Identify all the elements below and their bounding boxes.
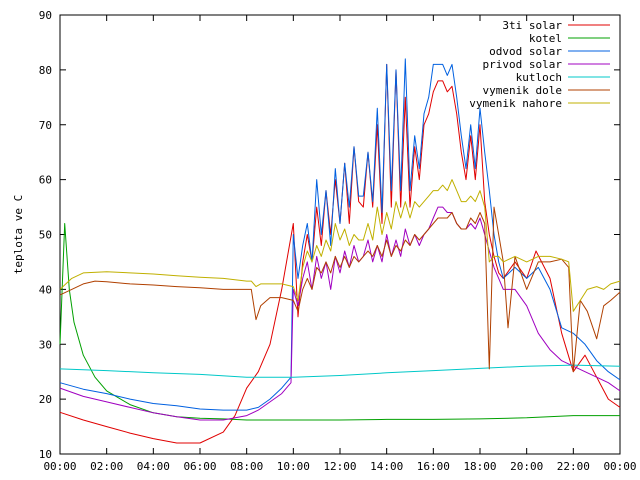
x-tick-label: 10:00 (277, 460, 310, 473)
x-tick-label: 22:00 (557, 460, 590, 473)
legend-label: odvod solar (489, 45, 562, 58)
axis-ticks: 10 20 30 40 50 60 70 80 90 00:00 02:00 04:00 06:00 08… (39, 9, 637, 473)
y-tick-label: 60 (39, 174, 52, 187)
y-axis-title: teplota ve C (12, 195, 25, 274)
legend-label: vymenik dole (483, 84, 562, 97)
x-tick-label: 12:00 (323, 460, 356, 473)
series-line-3 (59, 58, 621, 411)
series-line-5 (59, 364, 621, 378)
legend-label: kotel (529, 32, 562, 45)
x-tick-label: 06:00 (183, 460, 216, 473)
x-tick-label: 14:00 (370, 460, 403, 473)
y-tick-label: 80 (39, 64, 52, 77)
x-tick-label: 02:00 (90, 460, 123, 473)
y-tick-label: 10 (39, 448, 52, 461)
x-tick-label: 08:00 (230, 460, 263, 473)
series-line-2 (59, 223, 620, 421)
legend-label: vymenik nahore (469, 97, 562, 110)
y-tick-label: 30 (39, 338, 52, 351)
x-tick-label: 16:00 (417, 460, 450, 473)
y-tick-label: 70 (39, 119, 52, 132)
y-tick-label: 40 (39, 283, 52, 296)
series-lines (59, 58, 621, 444)
x-tick-label: 04:00 (137, 460, 170, 473)
series-line-1 (59, 63, 621, 444)
x-tick-label: 20:00 (510, 460, 543, 473)
y-tick-label: 50 (39, 229, 52, 242)
y-tick-label: 20 (39, 393, 52, 406)
legend-label: kutloch (516, 71, 562, 84)
y-tick-label: 90 (39, 9, 52, 22)
legend-label: privod solar (483, 58, 563, 71)
legend-label: 3ti solar (502, 19, 562, 32)
series-line-7 (59, 179, 621, 312)
x-tick-label: 18:00 (463, 460, 496, 473)
x-tick-label: 00:00 (603, 460, 636, 473)
x-tick-label: 00:00 (43, 460, 76, 473)
series-line-6 (59, 206, 621, 373)
